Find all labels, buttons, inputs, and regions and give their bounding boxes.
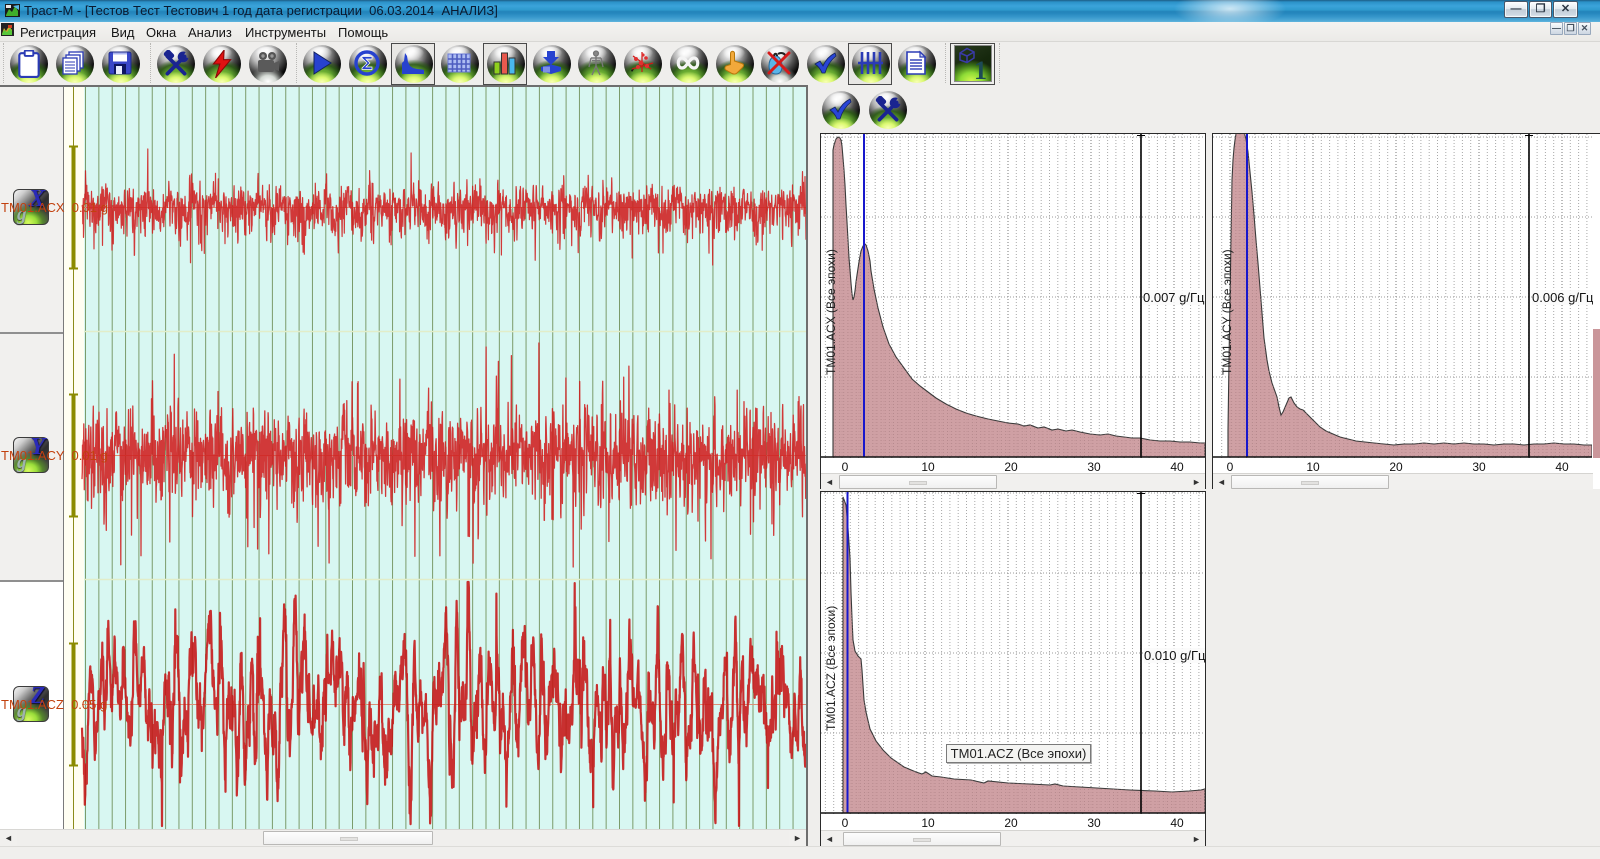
svg-text:1: 1 — [974, 56, 987, 81]
